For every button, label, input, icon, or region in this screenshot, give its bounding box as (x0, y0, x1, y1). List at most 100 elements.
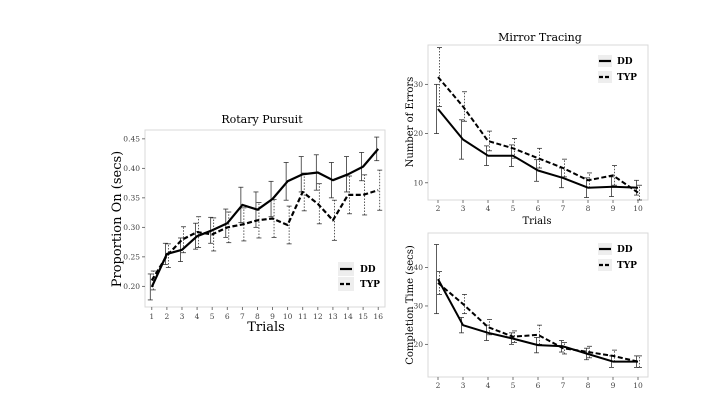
x-tick-label: 8 (586, 381, 591, 390)
x-tick-label: 10 (633, 381, 643, 390)
x-tick-label: 13 (328, 312, 338, 321)
y-tick-label: 0.30 (123, 223, 140, 232)
series-line-dd (437, 278, 638, 363)
error-bar-dd (374, 136, 380, 162)
series-line-dd (437, 108, 639, 189)
x-tick-label: 9 (611, 204, 616, 213)
error-bar-typ (637, 184, 642, 201)
chart-title: Mirror Tracing (498, 31, 582, 44)
x-tick-label: 14 (343, 312, 353, 321)
error-bar-typ (437, 270, 442, 295)
x-tick-label: 3 (180, 312, 185, 321)
legend-label-dd: DD (360, 265, 376, 275)
error-bar-typ (512, 330, 517, 343)
error-bar-dd (434, 83, 439, 134)
error-bar-typ (316, 183, 322, 225)
x-tick-label: 2 (436, 381, 441, 390)
error-bar-typ (150, 270, 156, 291)
x-tick-label: 2 (436, 204, 441, 213)
y-tick-label: 40 (413, 263, 423, 272)
error-bar-typ (286, 205, 292, 245)
error-bar-dd (147, 273, 153, 301)
x-tick-label: 10 (283, 312, 293, 321)
x-axis-label: Trials (247, 320, 285, 335)
x-tick-label: 2 (164, 312, 169, 321)
x-axis-label: Trials (523, 216, 552, 227)
x-tick-label: 4 (486, 204, 491, 213)
error-bar-typ (362, 174, 368, 216)
x-tick-label: 3 (461, 204, 466, 213)
error-bar-typ (637, 355, 642, 368)
x-tick-label: 15 (358, 312, 368, 321)
error-bar-typ (612, 165, 617, 186)
y-axis-label: Proportion On (secs) (110, 151, 125, 288)
legend-label-typ: TYP (360, 280, 380, 290)
y-tick-label: 30 (413, 80, 423, 89)
y-tick-label: 10 (413, 178, 423, 187)
series-line-typ (437, 76, 639, 194)
rotary-pursuit-chart: Rotary Pursuit 0.20 0.25 0.30 0.35 0.40 0.45 1… (110, 113, 386, 335)
error-bar-dd (459, 119, 464, 160)
x-tick-label: 10 (633, 204, 643, 213)
series-line-dd (150, 148, 380, 288)
x-tick-label: 5 (511, 204, 516, 213)
x-tick-label: 3 (461, 381, 466, 390)
x-tick-label: 5 (511, 381, 516, 390)
legend-label-typ: TYP (617, 73, 637, 83)
x-tick-label: 11 (298, 312, 308, 321)
error-bar-typ (331, 199, 337, 241)
error-bar-dd (238, 186, 244, 224)
y-tick-label: 20 (413, 340, 423, 349)
legend-label-dd: DD (617, 245, 633, 255)
x-tick-label: 16 (373, 312, 383, 321)
series-line-typ (437, 282, 639, 363)
x-tick-label: 6 (225, 312, 230, 321)
y-tick-label: 20 (413, 129, 423, 138)
error-bar-typ (437, 47, 442, 107)
y-axis-label: Number of Errors (405, 77, 416, 168)
x-tick-label: 7 (240, 312, 245, 321)
y-tick-label: 0.35 (123, 193, 140, 202)
x-tick-label: 7 (561, 204, 566, 213)
legend-label-dd: DD (617, 57, 633, 67)
x-tick-label: 7 (561, 381, 566, 390)
series-line-typ (150, 189, 379, 281)
x-tick-label: 9 (611, 381, 616, 390)
chart-title: Rotary Pursuit (221, 113, 303, 126)
mirror-tracing-chart: Mirror Tracing 10 20 30 2 3 4 5 6 7 8 9 10 Trials N… (405, 31, 649, 227)
x-tick-label: 6 (536, 204, 541, 213)
plot-frame (427, 44, 649, 201)
error-bar-typ (562, 342, 567, 355)
error-bar-typ (256, 202, 262, 239)
error-bar-typ (487, 318, 492, 336)
x-tick-label: 8 (255, 312, 260, 321)
x-tick-label: 4 (486, 381, 491, 390)
y-tick-label: 0.45 (123, 134, 140, 143)
x-tick-label: 5 (210, 312, 215, 321)
x-tick-label: 1 (149, 312, 154, 321)
error-bar-typ (241, 207, 247, 242)
x-tick-label: 8 (586, 204, 591, 213)
error-bar-typ (462, 91, 467, 122)
legend-label-typ: TYP (617, 261, 637, 271)
x-tick-label: 9 (270, 312, 275, 321)
x-tick-label: 6 (536, 381, 541, 390)
error-bar-typ (587, 345, 592, 359)
error-bar-typ (377, 169, 383, 211)
error-bar-dd (434, 244, 439, 315)
error-bar-typ (165, 243, 171, 268)
y-tick-label: 0.25 (123, 252, 140, 261)
legend: DD TYP (598, 243, 637, 271)
x-tick-label: 12 (313, 312, 323, 321)
y-tick-label: 30 (413, 301, 423, 310)
y-tick-label: 0.20 (123, 282, 140, 291)
legend: DD TYP (598, 55, 637, 83)
x-tick-label: 4 (195, 312, 200, 321)
y-axis-label: Completion Time (secs) (405, 245, 416, 365)
error-bar-dd (162, 242, 168, 265)
error-bar-typ (211, 217, 217, 252)
legend: DD TYP (338, 262, 380, 291)
y-tick-label: 0.40 (123, 164, 140, 173)
